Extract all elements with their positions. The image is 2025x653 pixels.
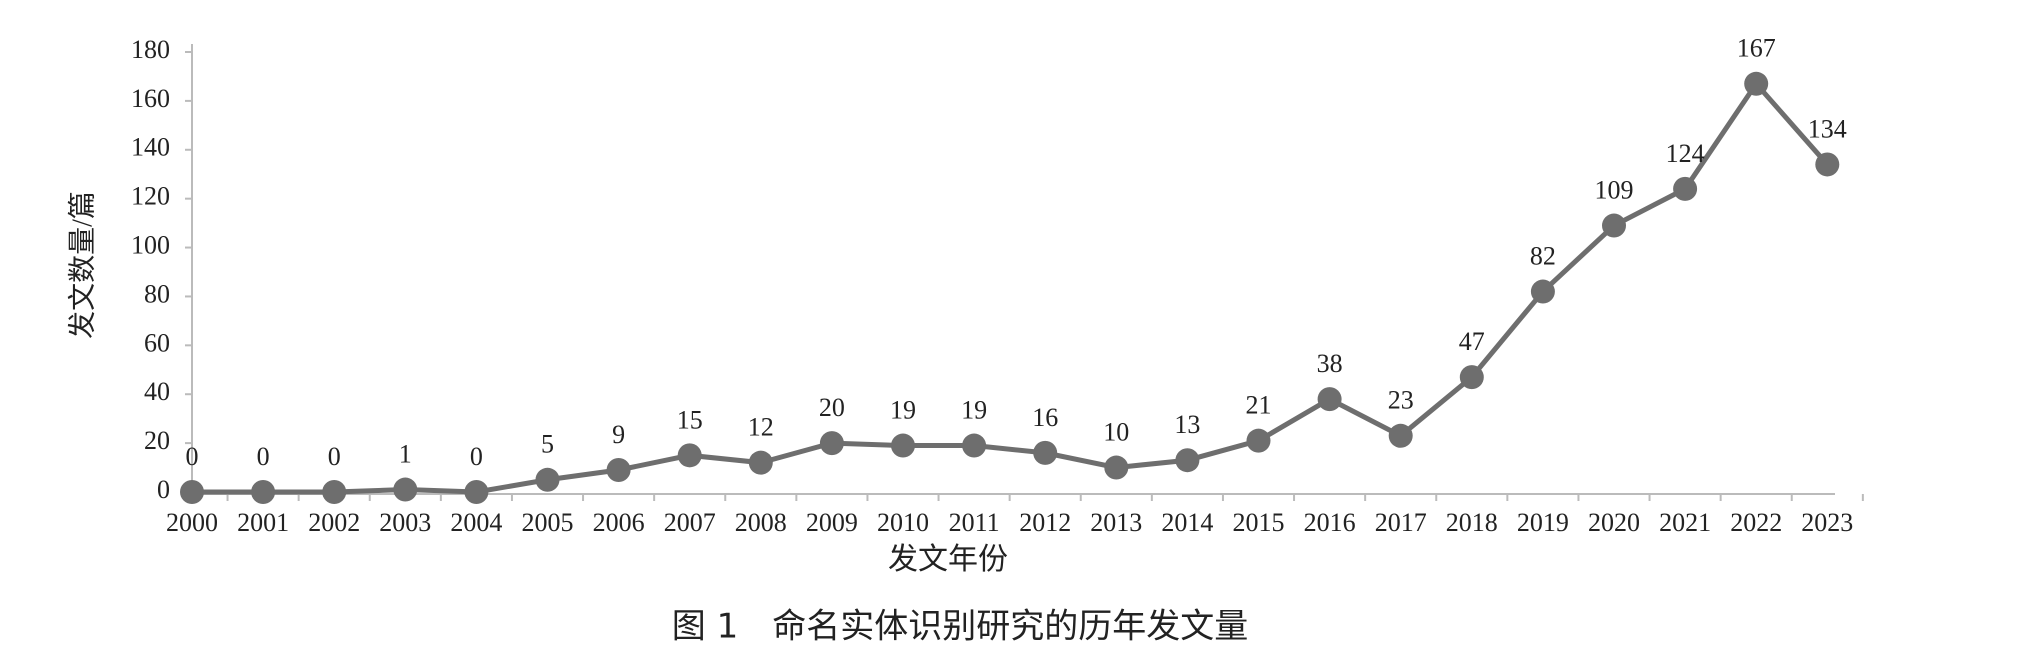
y-tick-label: 180 bbox=[131, 35, 170, 64]
point bbox=[180, 480, 204, 504]
point bbox=[1530, 279, 1555, 304]
data-label: 10 bbox=[1103, 418, 1129, 447]
x-tick-label: 2022 bbox=[1730, 508, 1782, 537]
chart-title: 图 1 命名实体识别研究的历年发文量 bbox=[672, 607, 1248, 647]
data-label: 19 bbox=[961, 396, 987, 425]
data-label: 0 bbox=[470, 442, 483, 471]
point bbox=[1459, 365, 1484, 390]
x-tick-label: 2002 bbox=[308, 508, 360, 537]
data-label: 16 bbox=[1032, 403, 1058, 432]
point bbox=[1246, 428, 1271, 453]
point bbox=[464, 480, 489, 504]
data-label: 47 bbox=[1459, 327, 1485, 356]
data-label: 19 bbox=[890, 396, 916, 425]
point bbox=[1602, 213, 1626, 238]
data-label: 5 bbox=[541, 430, 554, 459]
point bbox=[1317, 387, 1342, 412]
point bbox=[819, 431, 844, 456]
point bbox=[251, 480, 276, 504]
point bbox=[1175, 448, 1200, 473]
y-tick-label: 20 bbox=[144, 426, 170, 455]
point bbox=[1744, 71, 1769, 96]
x-tick-label: 2016 bbox=[1304, 508, 1356, 537]
data-label: 9 bbox=[612, 420, 625, 449]
data-label: 1 bbox=[399, 440, 412, 469]
y-tick-label: 140 bbox=[131, 133, 170, 162]
data-label: 0 bbox=[257, 442, 270, 471]
data-label: 20 bbox=[819, 393, 845, 422]
data-label: 109 bbox=[1595, 176, 1634, 205]
x-axis-label: 发文年份 bbox=[888, 543, 1008, 576]
data-label: 38 bbox=[1317, 349, 1343, 378]
point bbox=[1815, 152, 1840, 177]
data-label: 0 bbox=[328, 442, 341, 471]
x-tick-label: 2018 bbox=[1446, 508, 1498, 537]
point bbox=[535, 467, 560, 492]
point bbox=[1033, 440, 1058, 465]
x-tick-label: 2015 bbox=[1233, 508, 1285, 537]
line bbox=[192, 79, 1830, 495]
x-tick-label: 2005 bbox=[522, 508, 574, 537]
x-tick-label: 2013 bbox=[1090, 508, 1142, 537]
point bbox=[1673, 176, 1698, 201]
y-axis-label: 发文数量/篇 bbox=[66, 191, 98, 339]
x-tick-label: 2020 bbox=[1588, 508, 1640, 537]
x-tick-label: 2011 bbox=[949, 508, 1000, 537]
x-tick-label: 2012 bbox=[1019, 508, 1071, 537]
x-tick-label: 2004 bbox=[450, 508, 502, 537]
x-tick-label: 2019 bbox=[1517, 508, 1569, 537]
x-tick-label: 2000 bbox=[166, 508, 218, 537]
x-tick-label: 2001 bbox=[237, 508, 289, 537]
point bbox=[748, 450, 773, 475]
data-label: 0 bbox=[186, 442, 199, 471]
point bbox=[322, 480, 347, 504]
y-tick-label: 80 bbox=[144, 279, 170, 308]
data-label: 167 bbox=[1737, 34, 1776, 63]
point bbox=[1104, 455, 1129, 480]
y-tick-label: 100 bbox=[131, 231, 170, 260]
y-tick-label: 120 bbox=[131, 182, 170, 211]
x-tick-label: 2017 bbox=[1375, 508, 1427, 537]
point bbox=[891, 433, 915, 458]
x-tick-label: 2021 bbox=[1659, 508, 1711, 537]
x-tick-label: 2014 bbox=[1161, 508, 1213, 537]
y-tick-label: 40 bbox=[144, 377, 170, 406]
x-tick-label: 2023 bbox=[1801, 508, 1853, 537]
y-tick-label: 160 bbox=[131, 84, 170, 113]
x-tick-label: 2007 bbox=[664, 508, 716, 537]
x-tick-label: 2003 bbox=[379, 508, 431, 537]
x-tick-label: 2008 bbox=[735, 508, 787, 537]
data-label: 13 bbox=[1174, 410, 1200, 439]
data-label: 82 bbox=[1530, 242, 1556, 271]
data-label: 134 bbox=[1808, 114, 1847, 143]
data-label: 15 bbox=[677, 405, 703, 434]
x-tick-label: 2006 bbox=[593, 508, 645, 537]
data-label: 21 bbox=[1246, 391, 1272, 420]
point bbox=[606, 458, 631, 482]
data-label: 23 bbox=[1388, 386, 1414, 415]
data-label: 124 bbox=[1666, 139, 1705, 168]
x-tick-label: 2009 bbox=[806, 508, 858, 537]
point bbox=[393, 477, 418, 502]
point bbox=[962, 433, 987, 458]
y-tick-label: 60 bbox=[144, 328, 170, 357]
point bbox=[1388, 423, 1413, 448]
y-tick-label: 0 bbox=[157, 475, 170, 504]
x-tick-label: 2010 bbox=[877, 508, 929, 537]
data-label: 12 bbox=[748, 413, 774, 442]
point bbox=[677, 443, 702, 468]
